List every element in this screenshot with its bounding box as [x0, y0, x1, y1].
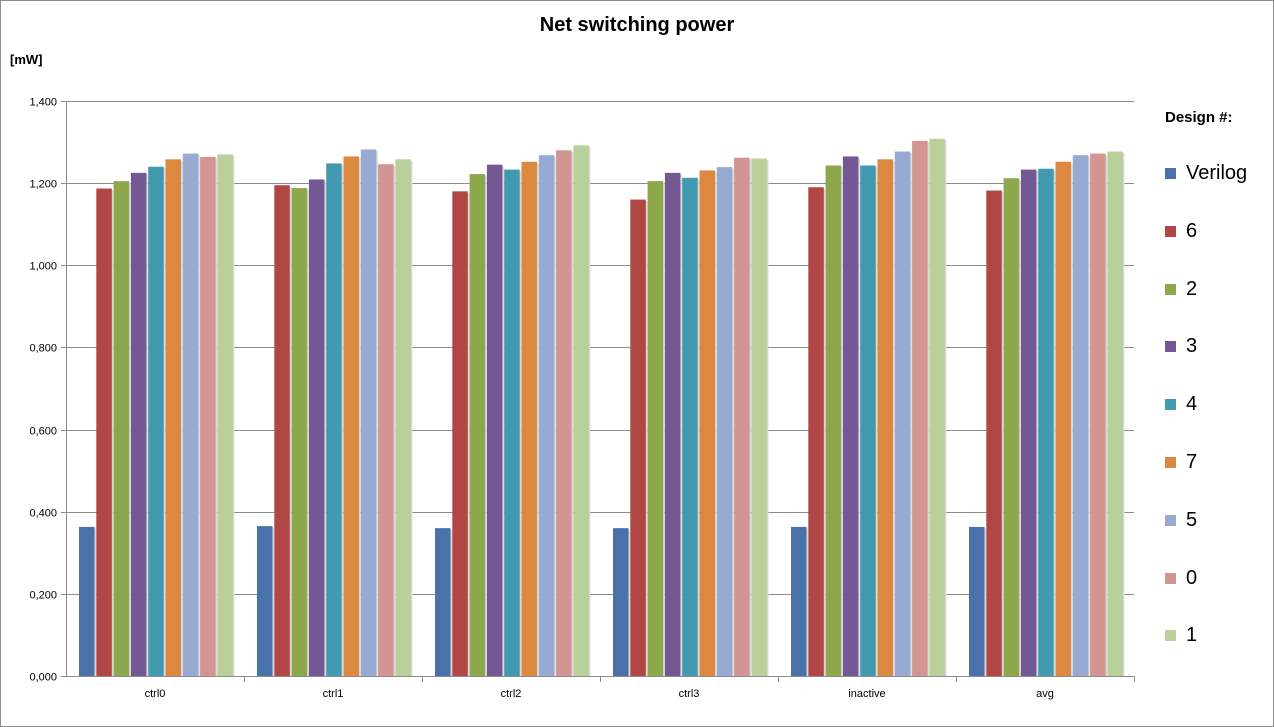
legend-label: 5	[1186, 508, 1198, 531]
legend-label: 1	[1186, 624, 1198, 647]
bar-ctrl3-2	[647, 181, 664, 676]
legend-swatch	[1165, 399, 1176, 411]
bar-ctrl1-1	[395, 159, 411, 677]
chart-title: Net switching power	[539, 14, 735, 36]
bar-ctrl0-1	[217, 154, 233, 677]
bar-ctrl1-5	[360, 149, 377, 676]
bar-ctrl0-Verilog	[79, 526, 95, 676]
legend-title: Design #:	[1165, 109, 1233, 126]
x-tick-label: ctrl1	[323, 688, 344, 700]
y-tick-label: 0,800	[29, 343, 57, 355]
bar-ctrl0-2	[113, 181, 130, 676]
bar-avg-0	[1090, 153, 1106, 677]
bar-avg-5	[1072, 155, 1089, 676]
bar-inactive-0	[912, 140, 928, 676]
bar-avg-1	[1107, 151, 1123, 677]
x-tick-label: ctrl3	[679, 688, 700, 700]
y-tick-label: 1,200	[29, 179, 57, 191]
bar-inactive-Verilog	[791, 526, 807, 676]
bar-ctrl1-4	[326, 163, 342, 676]
bar-ctrl2-3	[486, 164, 503, 677]
bar-ctrl3-1	[751, 158, 767, 676]
bar-ctrl3-3	[664, 172, 681, 676]
legend-swatch	[1165, 630, 1176, 642]
y-axis-unit-label: [mW]	[10, 52, 43, 67]
bar-ctrl2-5	[538, 155, 555, 676]
bar-inactive-7	[877, 159, 893, 677]
legend-label: 0	[1186, 566, 1198, 589]
y-tick-label: 0,600	[29, 426, 57, 438]
bar-ctrl3-5	[716, 167, 733, 676]
legend-swatch	[1165, 168, 1176, 179]
bar-ctrl3-7	[699, 170, 715, 677]
bar-inactive-4	[860, 165, 876, 676]
x-tick-label: avg	[1036, 688, 1054, 700]
bar-ctrl2-1	[573, 145, 589, 676]
bar-ctrl3-4	[682, 177, 698, 676]
x-tick-label: inactive	[848, 688, 885, 700]
bar-ctrl0-3	[130, 172, 147, 676]
bar-ctrl2-Verilog	[435, 528, 451, 676]
bar-ctrl0-5	[182, 153, 199, 677]
bars	[79, 138, 1125, 677]
x-tick-labels: ctrl0 ctrl1 ctrl2 ctrl3 inactive avg	[145, 688, 1054, 700]
legend-label: Verilog	[1186, 162, 1248, 184]
y-tick-label: 1,400	[29, 97, 57, 109]
legend-swatch	[1165, 283, 1176, 295]
bar-ctrl0-7	[165, 159, 181, 677]
legend-swatch	[1165, 225, 1176, 237]
legend-label: 4	[1186, 393, 1198, 416]
bar-ctrl3-6	[630, 199, 646, 677]
bar-inactive-1	[929, 138, 945, 677]
bar-ctrl2-7	[521, 161, 537, 677]
bar-ctrl0-4	[148, 166, 164, 676]
bar-ctrl1-3	[308, 179, 325, 677]
bar-ctrl2-4	[504, 169, 520, 676]
legend-label: 6	[1186, 219, 1198, 242]
bar-ctrl3-Verilog	[613, 528, 629, 676]
y-tick-label: 0,000	[29, 672, 57, 684]
bar-ctrl1-Verilog	[257, 526, 273, 676]
y-tick-label: 0,200	[29, 590, 57, 602]
x-tick-label: ctrl0	[145, 688, 166, 700]
bar-ctrl1-0	[378, 164, 394, 676]
bar-inactive-5	[894, 151, 911, 677]
bar-avg-Verilog	[969, 526, 985, 676]
y-tick-label: 0,400	[29, 508, 57, 520]
legend-swatch	[1165, 514, 1176, 526]
axes	[61, 101, 1135, 682]
legend-swatch	[1165, 341, 1176, 353]
bar-inactive-6	[808, 187, 824, 676]
bar-ctrl2-6	[452, 191, 468, 676]
bar-avg-3	[1020, 169, 1037, 676]
legend-label: 7	[1186, 451, 1198, 473]
y-tick-labels: 0,000 0,200 0,400 0,600 0,800 1,000 1,200 1,400	[29, 97, 57, 684]
bar-ctrl1-2	[291, 188, 308, 677]
legend-label: 2	[1186, 277, 1198, 300]
bar-avg-6	[986, 190, 1002, 677]
legend-label: 3	[1186, 335, 1198, 358]
bar-ctrl1-6	[274, 185, 290, 677]
bar-ctrl3-0	[734, 157, 750, 676]
bar-inactive-2	[825, 165, 842, 676]
bar-avg-4	[1038, 168, 1054, 676]
bar-ctrl0-0	[200, 156, 216, 676]
bar-ctrl2-0	[556, 150, 572, 677]
legend-swatch	[1165, 572, 1176, 584]
bar-inactive-3	[842, 156, 859, 677]
legend-swatch	[1165, 457, 1176, 468]
bar-ctrl2-2	[469, 174, 486, 676]
bar-avg-7	[1055, 161, 1071, 677]
bar-ctrl1-7	[343, 156, 359, 677]
gridlines	[66, 101, 1134, 595]
x-tick-label: ctrl2	[501, 688, 522, 700]
bar-avg-2	[1003, 178, 1020, 676]
y-tick-label: 1,000	[29, 261, 57, 273]
bar-ctrl0-6	[96, 188, 112, 676]
